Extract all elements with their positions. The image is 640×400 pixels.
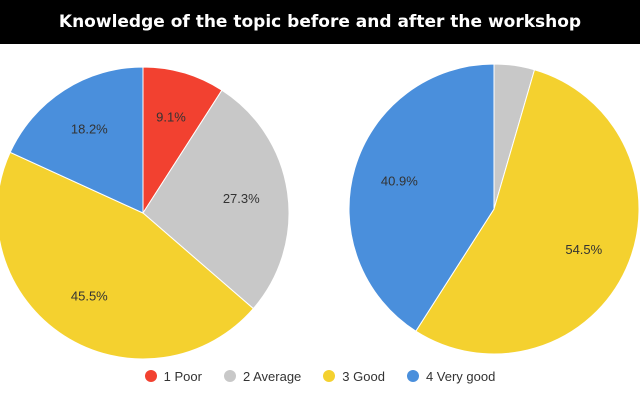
legend-label-average: 2 Average: [242, 368, 302, 384]
pie1-slice-3-good[interactable]: [0, 151, 255, 360]
title-bar: Knowledge of the topic before and after …: [0, 0, 640, 44]
pie1-slice-2-average[interactable]: [142, 89, 290, 310]
legend-swatch-good: [323, 370, 336, 382]
chart-title: Knowledge of the topic before and after …: [58, 12, 582, 32]
legend-label-very-good: 4 Very good: [425, 368, 496, 384]
legend-item-very-good[interactable]: 4 Very good: [406, 368, 496, 384]
legend-item-poor[interactable]: 1 Poor: [144, 368, 202, 384]
pie2-slice-4-very-good[interactable]: [348, 63, 495, 332]
legend-swatch-average: [223, 370, 236, 382]
legend-swatch-very-good: [406, 370, 419, 382]
legend-item-average[interactable]: 2 Average: [223, 368, 302, 384]
pie1-label-1-poor: 9.1%: [156, 110, 186, 125]
legend-item-good[interactable]: 3 Good: [323, 369, 385, 384]
pie1-label-4-very-good: 18.2%: [71, 121, 108, 136]
pie2-label-4-very-good: 40.9%: [381, 173, 418, 188]
pie1-label-2-average: 27.3%: [223, 191, 260, 206]
pie2-label-3-good: 54.5%: [565, 242, 602, 257]
pie1-label-3-good: 45.5%: [71, 289, 108, 304]
legend-swatch-poor: [144, 370, 157, 382]
legend: 1 Poor 2 Average 3 Good 4 Very good: [0, 366, 640, 386]
legend-label-good: 3 Good: [342, 368, 385, 384]
pie1-slice-1-poor[interactable]: [142, 66, 223, 215]
pie1-slice-4-very-good[interactable]: [9, 66, 144, 214]
pie2-slice-3-good[interactable]: [415, 69, 640, 355]
legend-label-poor: 1 Poor: [163, 368, 202, 384]
